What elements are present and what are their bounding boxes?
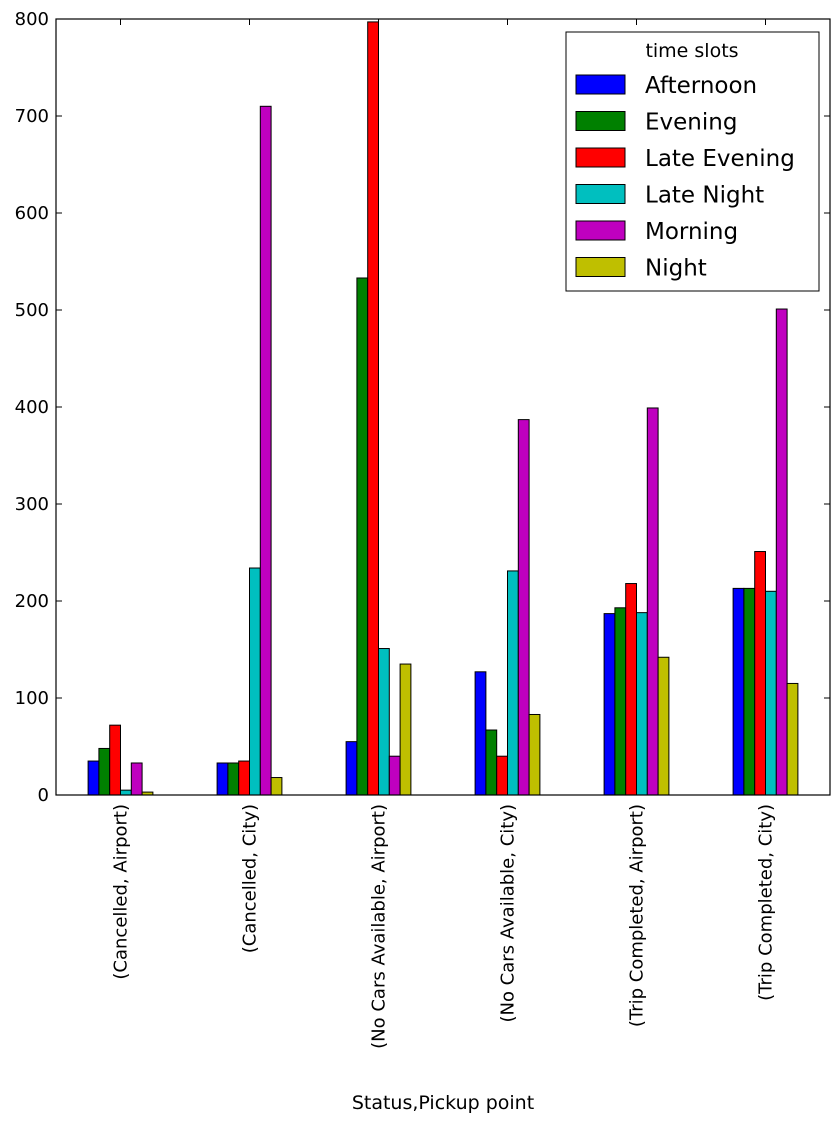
bar-morning-4	[646, 407, 659, 796]
bar-night-5	[786, 682, 799, 796]
y-tick-label: 500	[15, 300, 49, 321]
bar-night-3	[528, 713, 541, 796]
bar-late-night-3	[507, 570, 519, 796]
bar-late-evening-1	[238, 760, 250, 796]
bar-evening-4	[614, 607, 627, 796]
legend-swatch-morning	[575, 220, 626, 241]
bar-late-night-2	[378, 648, 390, 796]
x-tick-label: (No Cars Available, City)	[498, 804, 519, 1023]
legend-label: Late Night	[645, 183, 764, 209]
y-tick-label: 0	[38, 785, 49, 806]
bar-morning-2	[388, 755, 401, 796]
legend-label: Afternoon	[645, 73, 757, 99]
y-axis: 0 100 200 300 400 500 600 700 800	[15, 9, 830, 806]
bar-afternoon-1	[216, 762, 229, 796]
bar-morning-3	[517, 419, 530, 796]
legend-label: Morning	[645, 219, 738, 245]
bar-night-2	[399, 663, 412, 796]
bar-evening-2	[356, 277, 369, 796]
bar-morning-5	[775, 308, 788, 796]
bar-afternoon-2	[345, 741, 358, 796]
legend-label: Night	[645, 256, 707, 282]
bar-afternoon-0	[87, 760, 100, 796]
legend-swatch-late-evening	[575, 147, 626, 168]
x-tick-label: (Trip Completed, City)	[756, 804, 777, 1001]
bar-evening-3	[485, 729, 498, 796]
bar-evening-5	[743, 587, 756, 796]
y-tick-label: 300	[15, 494, 49, 515]
legend-title: time slots	[645, 40, 738, 62]
bar-night-1	[270, 777, 283, 796]
x-tick-label: (Cancelled, Airport)	[111, 804, 132, 980]
bar-late-evening-2	[367, 21, 380, 796]
bar-evening-1	[227, 762, 240, 796]
y-tick-label: 400	[15, 397, 49, 418]
bar-evening-0	[98, 747, 111, 796]
x-tick-label: (Cancelled, City)	[240, 804, 261, 953]
y-tick-label: 600	[15, 203, 49, 224]
y-tick-label: 100	[15, 688, 49, 709]
bar-late-night-4	[636, 612, 648, 796]
bar-late-night-5	[765, 590, 777, 796]
bar-afternoon-5	[732, 587, 745, 796]
legend: time slots Afternoon Evening Late Evening L…	[565, 31, 820, 292]
x-tick-label: (Trip Completed, Airport)	[627, 804, 648, 1027]
y-tick-label: 800	[15, 9, 49, 30]
bar-morning-1	[259, 105, 272, 796]
legend-label: Late Evening	[645, 146, 795, 172]
legend-swatch-afternoon	[575, 74, 626, 95]
bar-late-evening-5	[754, 551, 767, 796]
legend-swatch-late-night	[575, 184, 626, 204]
bar-late-evening-3	[496, 755, 509, 796]
bar-late-evening-0	[109, 724, 121, 796]
bar-night-4	[657, 656, 670, 796]
bar-afternoon-4	[603, 613, 616, 796]
legend-swatch-evening	[575, 111, 626, 131]
plot-frame	[55, 18, 831, 796]
bar-afternoon-3	[474, 671, 487, 796]
x-axis-title: Status,Pickup point	[352, 1092, 534, 1114]
y-tick-label: 200	[15, 591, 49, 612]
bar-late-evening-4	[625, 583, 638, 796]
x-tick-label: (No Cars Available, Airport)	[369, 804, 390, 1049]
bars-group	[87, 21, 799, 796]
bar-late-night-0	[120, 789, 132, 796]
legend-swatch-night	[575, 257, 626, 277]
y-tick-label: 700	[15, 106, 49, 127]
bar-morning-0	[130, 762, 143, 796]
legend-label: Evening	[645, 110, 737, 136]
bar-late-night-1	[249, 567, 261, 796]
x-axis: (Cancelled, Airport) (Cancelled, City) (No…	[111, 19, 777, 1049]
legend-items: Afternoon Evening Late Evening Late Night Mo…	[575, 73, 795, 282]
